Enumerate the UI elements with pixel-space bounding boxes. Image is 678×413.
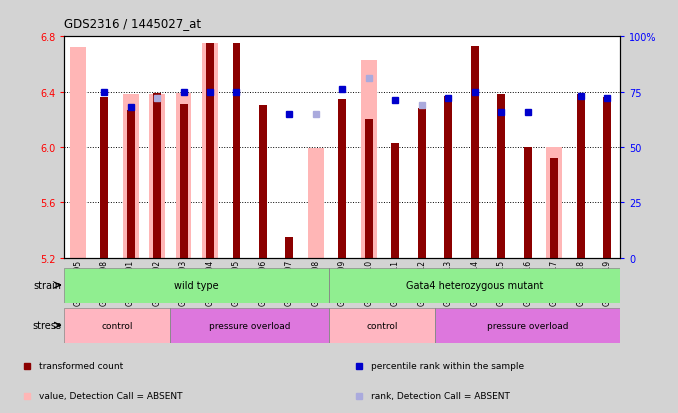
Text: control: control bbox=[366, 321, 398, 330]
Text: pressure overload: pressure overload bbox=[487, 321, 568, 330]
Text: pressure overload: pressure overload bbox=[209, 321, 290, 330]
Bar bbox=[64, 268, 329, 303]
Bar bbox=[123, 95, 138, 258]
Bar bbox=[70, 48, 85, 258]
Bar bbox=[233, 44, 241, 258]
Bar bbox=[338, 99, 346, 258]
Bar bbox=[365, 120, 373, 258]
Bar bbox=[308, 149, 324, 258]
Bar bbox=[435, 308, 620, 343]
Bar bbox=[170, 308, 329, 343]
Bar bbox=[577, 95, 584, 258]
Bar bbox=[329, 268, 620, 303]
Bar bbox=[551, 159, 558, 258]
Bar bbox=[546, 147, 562, 258]
Text: wild type: wild type bbox=[174, 280, 219, 290]
Bar bbox=[444, 97, 452, 258]
Bar bbox=[127, 110, 134, 258]
Bar bbox=[497, 95, 505, 258]
Text: rank, Detection Call = ABSENT: rank, Detection Call = ABSENT bbox=[371, 391, 510, 400]
Text: transformed count: transformed count bbox=[39, 361, 123, 370]
Text: strain: strain bbox=[33, 280, 61, 290]
Bar bbox=[285, 237, 294, 258]
Text: GDS2316 / 1445027_at: GDS2316 / 1445027_at bbox=[64, 17, 201, 29]
Bar bbox=[202, 44, 218, 258]
Bar bbox=[603, 98, 611, 258]
Bar bbox=[329, 308, 435, 343]
Bar bbox=[149, 95, 165, 258]
Bar bbox=[180, 105, 188, 258]
Bar bbox=[206, 44, 214, 258]
Bar bbox=[418, 109, 426, 258]
Text: stress: stress bbox=[32, 320, 61, 330]
Text: value, Detection Call = ABSENT: value, Detection Call = ABSENT bbox=[39, 391, 182, 400]
Bar bbox=[153, 94, 161, 258]
Bar bbox=[176, 94, 191, 258]
Text: Gata4 heterozygous mutant: Gata4 heterozygous mutant bbox=[406, 280, 544, 290]
Bar bbox=[523, 147, 532, 258]
Bar bbox=[100, 98, 108, 258]
Text: control: control bbox=[102, 321, 133, 330]
Bar bbox=[259, 106, 267, 258]
Text: percentile rank within the sample: percentile rank within the sample bbox=[371, 361, 524, 370]
Bar bbox=[64, 308, 170, 343]
Bar bbox=[391, 143, 399, 258]
Bar bbox=[361, 61, 377, 258]
Bar bbox=[471, 47, 479, 258]
